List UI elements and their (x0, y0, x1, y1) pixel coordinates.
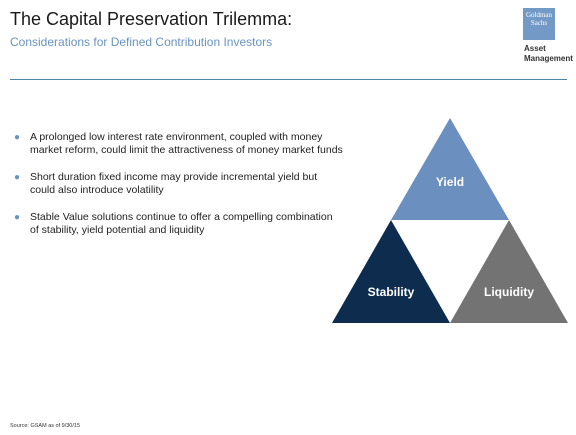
bullet-text: A prolonged low interest rate environmen… (30, 131, 343, 156)
stability-label: Stability (368, 285, 415, 299)
liquidity-label: Liquidity (484, 285, 534, 299)
slide-subtitle: Considerations for Defined Contribution … (10, 35, 273, 49)
trilemma-diagram: Yield Stability Liquidity (332, 118, 568, 323)
bullet-marker: ● (14, 212, 21, 223)
bullet-marker: ● (14, 132, 21, 143)
logo-caption-line-2: Management (524, 53, 573, 63)
yield-label: Yield (436, 175, 464, 189)
yield-triangle (391, 118, 509, 220)
bullet-marker: ● (14, 172, 21, 183)
source-note: Source: GSAM as of 9/30/15 (10, 423, 81, 429)
slide-title: The Capital Preservation Trilemma: (10, 9, 293, 29)
bullet-text: Stable Value solutions continue to offer… (30, 211, 333, 236)
logo-caption-line-1: Asset (524, 44, 546, 53)
bullet-item: ● Stable Value solutions continue to off… (14, 211, 344, 237)
liquidity-triangle (450, 220, 568, 323)
bullet-text: Short duration fixed income may provide … (30, 171, 318, 196)
company-logo: Goldman Sachs (523, 8, 555, 40)
logo-line-1: Goldman (525, 11, 553, 19)
stability-triangle (332, 220, 450, 323)
bullet-item: ● A prolonged low interest rate environm… (14, 131, 344, 157)
bullet-list: ● A prolonged low interest rate environm… (14, 131, 344, 251)
bullet-item: ● Short duration fixed income may provid… (14, 171, 344, 197)
header-divider (10, 79, 567, 80)
logo-line-2: Sachs (530, 18, 548, 27)
logo-caption: Asset Management (524, 44, 573, 63)
